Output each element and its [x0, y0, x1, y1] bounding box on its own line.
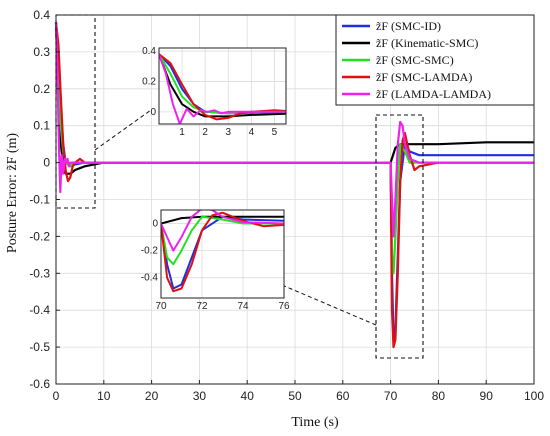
- x-tick-label: 90: [480, 389, 494, 403]
- inset-x-tick-label: 2: [202, 127, 208, 138]
- y-tick-label: -0.6: [29, 377, 50, 391]
- x-tick-label: 40: [241, 389, 255, 403]
- x-tick-label: 0: [53, 389, 60, 403]
- inset-series-line-2: [159, 53, 286, 118]
- inset-y-tick-label: 0: [150, 107, 156, 118]
- y-tick-label: 0.4: [33, 8, 50, 22]
- inset-series-line-3: [161, 215, 284, 266]
- x-tick-label: 70: [384, 389, 398, 403]
- series-line-5: [54, 22, 534, 238]
- legend-entry-label: z̃F (SMC-SMC): [376, 53, 454, 67]
- axis-ticks: 0 10 20 30 40 50 60 70 80 90 100-0.6-0.5-0.4-0.3-0…: [29, 8, 544, 403]
- zoom-regions: [55, 14, 424, 359]
- legend-entry-label: z̃F (Kinematic-SMC): [376, 36, 478, 50]
- y-tick-label: -0.4: [29, 303, 50, 317]
- x-tick-label: 80: [432, 389, 446, 403]
- x-tick-label: 20: [145, 389, 159, 403]
- inset-y-tick-label: 0.2: [142, 76, 156, 87]
- inset-x-tick-label: 1: [179, 127, 185, 138]
- y-tick-label: -0.1: [29, 193, 50, 207]
- inset-plots: 1 2 3 4 5 0 0.2 0.4 70 72 74 76 0 -0.2 -0.4: [141, 46, 290, 312]
- legend-entry-label: z̃F (SMC-LAMDA): [376, 70, 472, 84]
- inset-x-tick-label: 5: [272, 127, 278, 138]
- inset-x-tick-label: 72: [196, 301, 208, 312]
- inset-frame: [160, 209, 285, 299]
- legend-entry-label: z̃F (LAMDA-LAMDA): [376, 87, 491, 101]
- x-axis-label: Time (s): [291, 415, 339, 430]
- zoom-leader-disturbance: [281, 284, 377, 326]
- y-tick-label: 0.3: [33, 45, 50, 59]
- inset-plot-1: 1 2 3 4 5 0 0.2 0.4: [142, 46, 287, 138]
- y-tick-label: -0.2: [29, 229, 50, 243]
- zoom-leader-start: [94, 109, 152, 151]
- series-lines: [54, 22, 534, 349]
- inset-series: [159, 53, 286, 124]
- inset-frame: [158, 47, 287, 125]
- inset-y-tick-label: 0.4: [142, 46, 156, 57]
- x-tick-label: 100: [524, 389, 544, 403]
- y-tick-label: 0: [43, 156, 50, 170]
- y-tick-label: 0.1: [33, 119, 50, 133]
- inset-y-tick-label: -0.4: [141, 273, 159, 284]
- inset-series-line-5: [161, 210, 284, 252]
- legend: z̃F (SMC-ID) z̃F (Kinematic-SMC) z̃F (SMC-…: [335, 14, 535, 106]
- y-tick-label: -0.5: [29, 340, 50, 354]
- y-tick-label: 0.2: [33, 82, 50, 96]
- legend-entry-label: z̃F (SMC-ID): [376, 19, 441, 33]
- y-axis-label: Posture Error: z̃F (m): [5, 133, 20, 253]
- inset-series: [161, 210, 284, 293]
- inset-x-tick-label: 3: [225, 127, 231, 138]
- inset-y-tick-label: 0: [152, 219, 158, 230]
- x-tick-label: 60: [336, 389, 350, 403]
- inset-x-tick-label: 74: [237, 301, 249, 312]
- inset-x-tick-label: 76: [278, 301, 290, 312]
- inset-y-tick-label: -0.2: [141, 246, 159, 257]
- x-tick-label: 30: [193, 389, 207, 403]
- x-tick-label: 50: [288, 389, 302, 403]
- zoom-region-disturbance: [375, 114, 424, 359]
- y-tick-label: -0.3: [29, 266, 50, 280]
- x-tick-label: 10: [97, 389, 111, 403]
- inset-x-tick-label: 70: [155, 301, 167, 312]
- inset-series-line-5: [159, 53, 286, 124]
- inset-x-tick-label: 4: [249, 127, 255, 138]
- inset-plot-2: 70 72 74 76 0 -0.2 -0.4: [141, 209, 290, 312]
- zoom-region-start: [55, 14, 96, 209]
